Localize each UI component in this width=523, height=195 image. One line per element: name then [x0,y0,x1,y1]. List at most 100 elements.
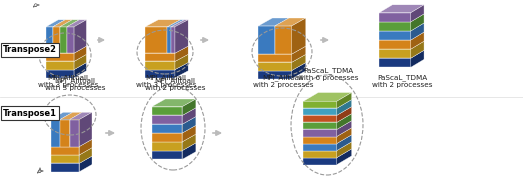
Polygon shape [152,124,183,133]
Polygon shape [152,143,196,151]
Polygon shape [275,18,306,26]
Polygon shape [175,46,188,61]
Polygon shape [60,112,83,120]
Text: Transpose1: Transpose1 [3,108,57,118]
Polygon shape [51,139,92,146]
Polygon shape [60,112,73,146]
Polygon shape [337,92,351,108]
Text: PaScaL_TDMA
with 6 processes: PaScaL_TDMA with 6 processes [298,67,358,81]
Polygon shape [303,92,351,101]
Polygon shape [292,63,306,79]
Polygon shape [303,122,337,129]
Polygon shape [46,53,74,61]
Polygon shape [411,23,424,40]
Polygon shape [67,20,79,53]
Polygon shape [167,20,180,53]
Polygon shape [74,54,86,70]
Polygon shape [303,100,351,108]
Polygon shape [303,121,351,129]
Polygon shape [152,133,183,142]
Polygon shape [152,107,183,115]
Polygon shape [379,41,424,49]
Polygon shape [145,70,175,78]
Polygon shape [145,54,188,61]
Polygon shape [152,115,183,124]
Polygon shape [74,20,86,53]
Polygon shape [337,107,351,122]
Polygon shape [51,155,79,163]
Polygon shape [51,146,79,155]
Polygon shape [337,114,351,129]
Polygon shape [53,20,72,27]
Polygon shape [183,134,196,151]
Polygon shape [303,128,351,136]
Polygon shape [60,20,72,53]
Polygon shape [258,54,306,62]
Polygon shape [145,61,175,70]
Polygon shape [51,112,73,120]
Polygon shape [167,27,171,53]
Polygon shape [303,135,351,144]
Polygon shape [303,108,337,115]
Polygon shape [145,46,188,53]
Text: PaScaL_TDMA
with 2 processes: PaScaL_TDMA with 2 processes [372,74,432,88]
Text: MPI_Alltoall
with 3 processes: MPI_Alltoall with 3 processes [38,74,98,88]
Polygon shape [152,151,183,159]
Polygon shape [46,63,86,70]
Polygon shape [51,156,92,163]
Polygon shape [411,32,424,49]
Polygon shape [411,14,424,31]
Polygon shape [74,63,86,78]
Polygon shape [183,99,196,115]
Polygon shape [183,143,196,159]
Polygon shape [46,20,65,27]
Text: MPI_Alltoall
with 3 processes: MPI_Alltoall with 3 processes [136,74,196,88]
Text: MPI_Alltoall
with 2 processes: MPI_Alltoall with 2 processes [145,77,205,91]
Polygon shape [292,46,306,62]
Polygon shape [258,18,289,26]
Polygon shape [46,54,86,61]
Polygon shape [303,158,337,165]
Polygon shape [258,26,275,54]
Polygon shape [79,156,92,172]
Polygon shape [379,50,424,58]
Polygon shape [175,20,188,53]
Polygon shape [145,63,188,70]
Polygon shape [337,121,351,136]
Polygon shape [303,151,337,158]
Polygon shape [70,120,79,146]
Polygon shape [303,136,337,144]
Polygon shape [46,70,74,78]
Polygon shape [379,49,411,58]
Polygon shape [171,27,175,53]
Polygon shape [379,31,411,40]
Polygon shape [53,27,60,53]
Polygon shape [337,135,351,151]
Polygon shape [46,27,53,53]
Polygon shape [337,128,351,144]
Polygon shape [79,148,92,163]
Polygon shape [258,63,306,71]
Polygon shape [379,22,411,31]
Polygon shape [152,142,183,151]
Polygon shape [337,100,351,115]
Polygon shape [379,40,411,49]
Polygon shape [70,112,83,146]
Polygon shape [79,139,92,155]
Polygon shape [53,20,65,53]
Polygon shape [303,114,351,122]
Polygon shape [303,144,337,151]
Polygon shape [379,32,424,40]
Polygon shape [175,54,188,70]
Polygon shape [152,134,196,142]
Polygon shape [79,112,92,146]
Polygon shape [46,46,86,53]
Polygon shape [379,23,424,31]
Polygon shape [152,125,196,133]
Polygon shape [303,101,337,108]
Polygon shape [411,41,424,58]
Polygon shape [171,20,188,27]
Polygon shape [60,27,67,53]
Polygon shape [337,149,351,165]
Polygon shape [74,46,86,61]
